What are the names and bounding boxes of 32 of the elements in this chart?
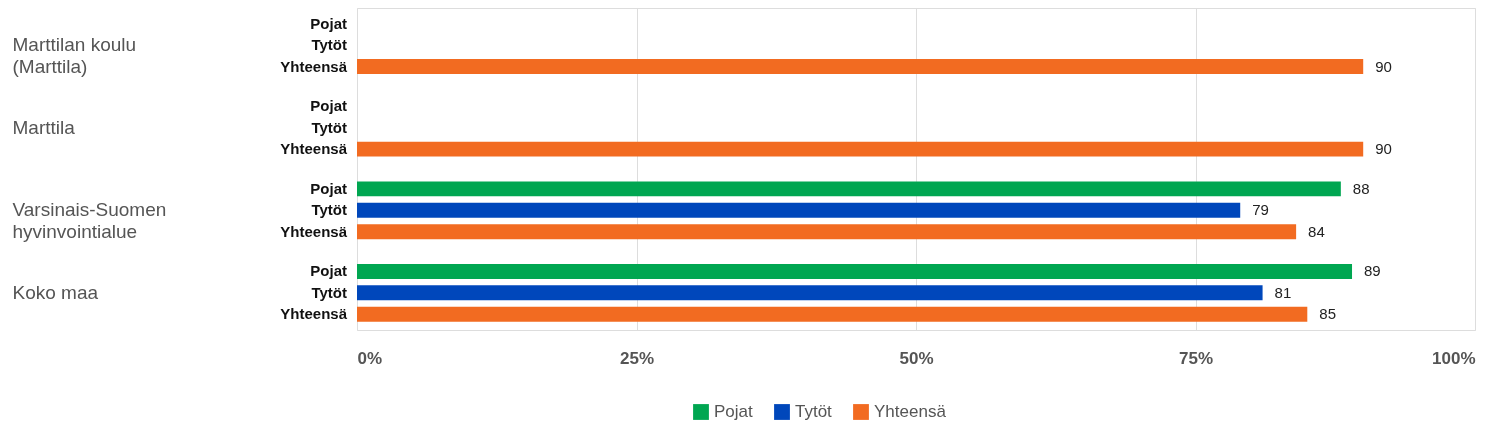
data-label: 90 bbox=[1375, 57, 1392, 75]
data-label: 88 bbox=[1352, 179, 1370, 197]
x-tick-label: 100% bbox=[1432, 348, 1476, 368]
text: Tytöt bbox=[311, 283, 347, 301]
data-label: 81 bbox=[1274, 283, 1292, 301]
x-tick-label: 50% bbox=[899, 348, 934, 368]
x-tick-label: 75% bbox=[1178, 348, 1214, 368]
data-label: 79 bbox=[1252, 201, 1269, 219]
text: Pojat bbox=[310, 14, 347, 32]
y-tick-label: Koko maa bbox=[12, 281, 99, 303]
data-label: 85 bbox=[1319, 305, 1336, 323]
data-label: 84 bbox=[1308, 222, 1325, 240]
text: Yhteensä bbox=[280, 222, 347, 240]
text: Yhteensä bbox=[280, 305, 347, 323]
x-tick-label: 0% bbox=[357, 348, 383, 368]
x-tick-label: 25% bbox=[619, 348, 655, 368]
text: Pojat bbox=[310, 97, 347, 115]
text: Pojat bbox=[310, 262, 347, 280]
y-tick-label: Marttilan koulu (Marttila) bbox=[12, 34, 137, 78]
legend-label: Tytöt bbox=[795, 402, 833, 421]
data-label: 90 bbox=[1375, 140, 1392, 158]
text: Pojat bbox=[310, 179, 347, 197]
legend-label: Yhteensä bbox=[874, 402, 947, 421]
data-label: 89 bbox=[1364, 262, 1381, 280]
text: Tytöt bbox=[311, 201, 347, 219]
text: Tytöt bbox=[311, 36, 347, 54]
text: Yhteensä bbox=[280, 140, 347, 158]
text: Tytöt bbox=[311, 118, 347, 136]
legend-label: Pojat bbox=[714, 402, 754, 421]
text: Yhteensä bbox=[280, 57, 347, 75]
y-tick-label: Varsinais-Suomen hyvinvointialue bbox=[12, 199, 167, 243]
y-tick-label: Marttila bbox=[12, 116, 76, 138]
